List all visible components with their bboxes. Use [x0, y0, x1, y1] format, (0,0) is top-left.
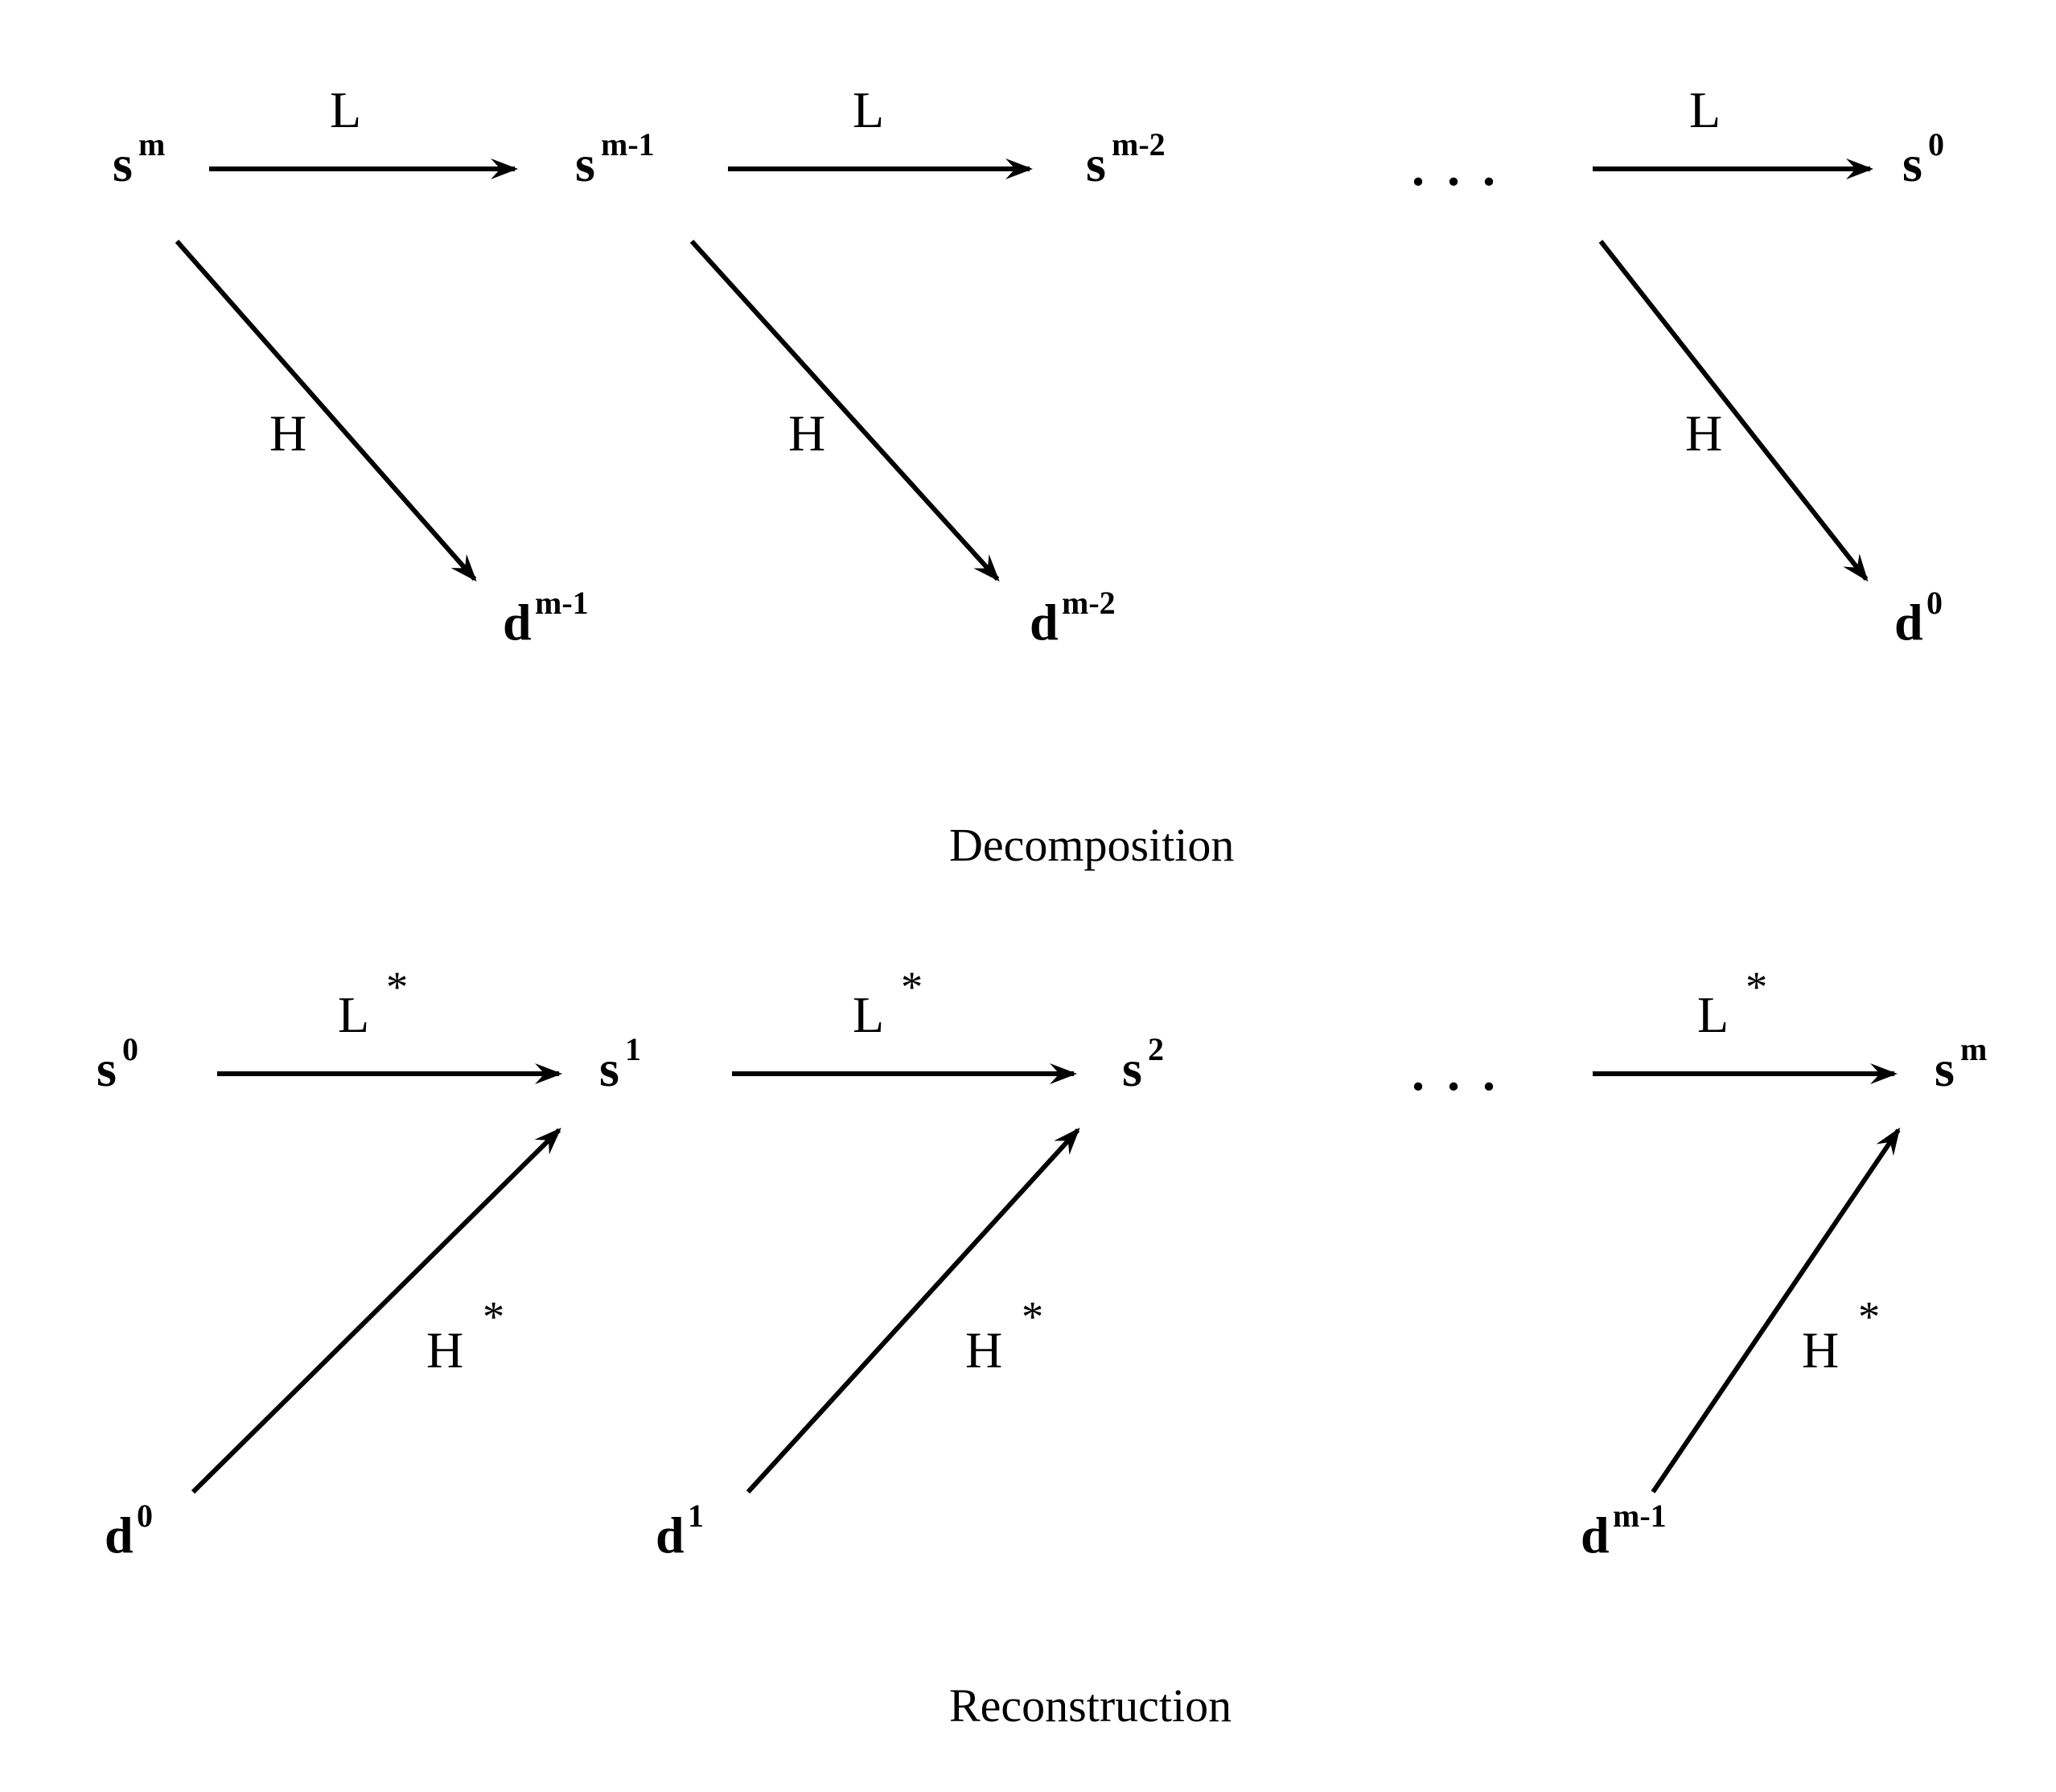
node-base: s: [97, 1040, 117, 1097]
node-base: s: [1902, 135, 1922, 192]
operator-label: L: [853, 986, 884, 1043]
operator-star: *: [1746, 963, 1767, 1011]
node-superscript: m-1: [535, 585, 589, 621]
arrow: [692, 241, 997, 579]
operator-label: L: [1689, 81, 1721, 138]
node-base: s: [575, 135, 595, 192]
ellipsis: . . .: [1412, 1044, 1500, 1101]
arrow: [1601, 241, 1866, 579]
node-superscript: 0: [122, 1031, 138, 1067]
operator-star: *: [901, 963, 923, 1011]
node-base: d: [1581, 1506, 1610, 1564]
operator-star: *: [483, 1293, 504, 1341]
node-superscript: 2: [1148, 1031, 1164, 1067]
node-base: d: [656, 1506, 685, 1564]
node-base: d: [1894, 594, 1923, 651]
node-superscript: 1: [688, 1498, 704, 1534]
operator-label: H: [788, 405, 825, 462]
operator-label: H: [269, 405, 306, 462]
node-superscript: m-2: [1062, 585, 1116, 621]
section-caption: Reconstruction: [949, 1679, 1232, 1732]
node-base: d: [503, 594, 532, 651]
node-superscript: 0: [137, 1498, 153, 1534]
operator-label: H: [1802, 1321, 1839, 1379]
node-superscript: 1: [625, 1031, 641, 1067]
ellipsis: . . .: [1412, 139, 1500, 196]
operator-label: L: [330, 81, 361, 138]
operator-star: *: [1858, 1293, 1880, 1341]
node-base: d: [105, 1506, 134, 1564]
wavelet-diagram: LLLHHHsmsm-1sm-2s0dm-1dm-2d0. . .Decompo…: [0, 0, 2056, 1792]
node-superscript: m: [138, 126, 165, 162]
operator-label: H: [426, 1321, 463, 1379]
node-superscript: 0: [1926, 585, 1943, 621]
operator-label: L: [853, 81, 884, 138]
node-superscript: 0: [1928, 126, 1944, 162]
node-base: s: [1086, 135, 1106, 192]
node-superscript: m: [1960, 1031, 1987, 1067]
arrow: [177, 241, 475, 579]
operator-label: L: [1697, 986, 1729, 1043]
operator-star: *: [386, 963, 408, 1011]
node-base: s: [113, 135, 133, 192]
node-base: d: [1030, 594, 1059, 651]
operator-label: L: [338, 986, 369, 1043]
operator-label: H: [965, 1321, 1002, 1379]
node-superscript: m-1: [601, 126, 655, 162]
operator-label: H: [1685, 405, 1722, 462]
node-base: s: [1122, 1040, 1142, 1097]
section-caption: Decomposition: [949, 819, 1234, 871]
node-base: s: [599, 1040, 619, 1097]
node-superscript: m-1: [1613, 1498, 1667, 1534]
operator-star: *: [1022, 1293, 1043, 1341]
node-base: s: [1935, 1040, 1955, 1097]
node-superscript: m-2: [1112, 126, 1166, 162]
